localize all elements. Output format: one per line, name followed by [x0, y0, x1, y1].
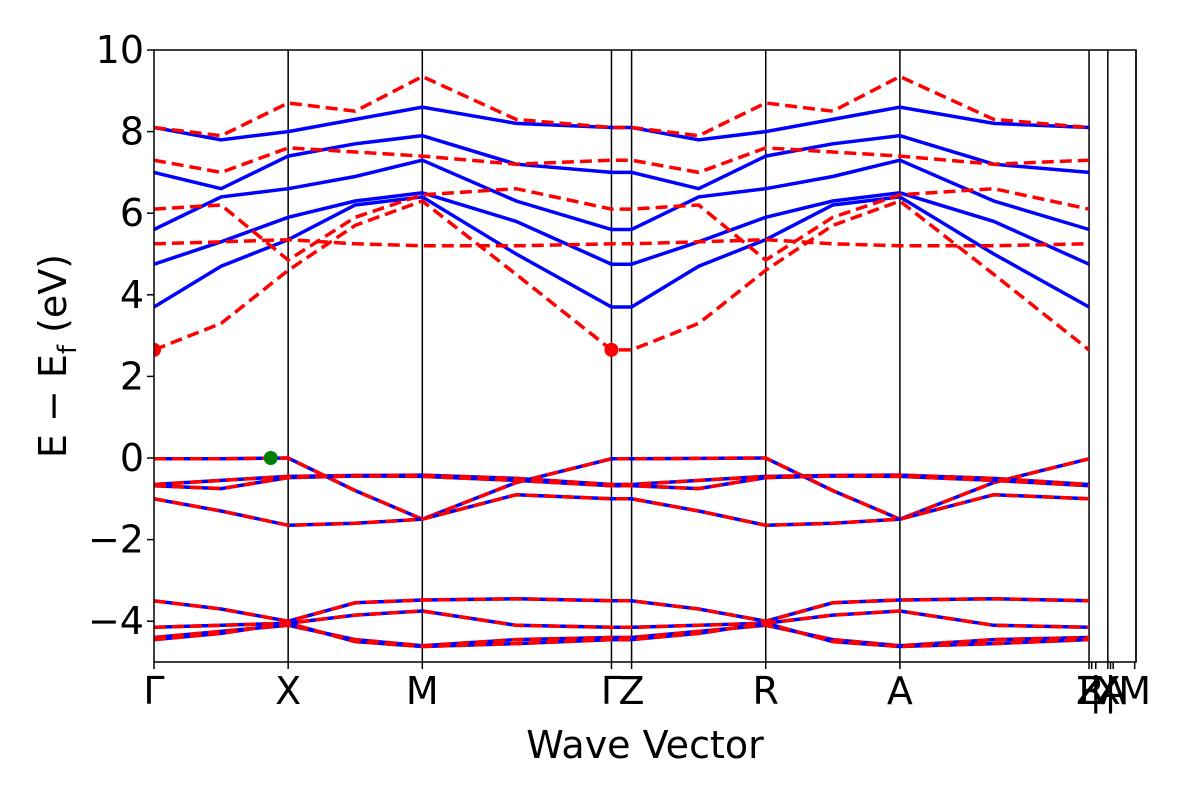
y-tick-label: 4	[120, 273, 144, 317]
valence-band-spin-up-0	[154, 456, 1090, 522]
k-point-vertical-lines	[287, 50, 1137, 662]
conduction-band-spin-up-2	[154, 158, 1090, 232]
x-tick-label-11: |	[1104, 669, 1117, 714]
y-tick-label: 8	[120, 110, 144, 154]
x-tick-label-2: M	[406, 669, 439, 713]
y-axis-label-sub: f	[53, 344, 83, 354]
extrema-markers	[154, 342, 619, 465]
conduction-band-spin-down-1	[154, 237, 1090, 248]
plot-frame	[153, 49, 1137, 663]
valence-band-spin-down-7	[154, 621, 1090, 649]
y-tick-label: 0	[120, 436, 144, 480]
y-tick-label: 10	[96, 28, 144, 72]
x-tick-label-9: |	[1089, 669, 1102, 714]
y-tick-label: −2	[88, 518, 144, 562]
conduction-band-spin-down-4	[154, 74, 1090, 138]
valence-band-spin-down-4	[154, 597, 1090, 623]
y-tick-label: 2	[120, 354, 144, 398]
x-tick-label-12: A	[1100, 669, 1126, 713]
y-tick-label: −4	[88, 599, 144, 643]
conduction-band-spin-down-3	[154, 146, 1090, 175]
y-axis-label-unit: (eV)	[31, 254, 75, 345]
x-axis-ticks: Γ X M ΓZ R A ZR|X|AM	[143, 662, 1151, 714]
conduction-band-spin-up-4	[154, 105, 1090, 142]
conduction-band-spin-down-0	[154, 199, 1091, 352]
x-tick-label-6: A	[887, 669, 913, 713]
y-axis-label-main: E − E	[31, 354, 75, 458]
cbm-2-marker	[604, 342, 619, 357]
valence-band-spin-down-0	[154, 456, 1090, 522]
x-tick-label-3: Γ	[601, 669, 622, 713]
conduction-band-spin-up-0	[154, 195, 1090, 309]
bands	[154, 74, 1091, 649]
cbm-1-marker	[154, 342, 161, 357]
x-tick-label-10: X	[1095, 669, 1121, 713]
valence-band-spin-down-2	[154, 474, 1090, 491]
vbm-marker	[263, 451, 278, 465]
valence-band-spin-down-5	[154, 609, 1090, 630]
conduction-band-spin-up-3	[154, 133, 1090, 191]
y-tick-label: 6	[120, 191, 144, 235]
conduction-band-spin-up-1	[154, 191, 1090, 266]
x-axis-label: Wave Vector	[526, 723, 764, 767]
y-axis-label: E − Ef (eV)	[31, 254, 83, 458]
conduction-band-spin-down-2	[154, 186, 1090, 263]
x-tick-label-7: Z	[1076, 669, 1102, 713]
x-tick-label-5: R	[753, 669, 779, 713]
y-axis-ticks: −4 −2 0 2 4 6 8 10	[88, 28, 154, 643]
valence-band-spin-down-3	[154, 492, 1090, 528]
x-tick-label-0: Γ	[143, 669, 164, 713]
x-tick-label-1: X	[275, 669, 301, 713]
x-tick-label-13: M	[1118, 669, 1151, 713]
x-tick-label-4: Z	[619, 669, 645, 713]
x-tick-label-8: R	[1079, 669, 1105, 713]
